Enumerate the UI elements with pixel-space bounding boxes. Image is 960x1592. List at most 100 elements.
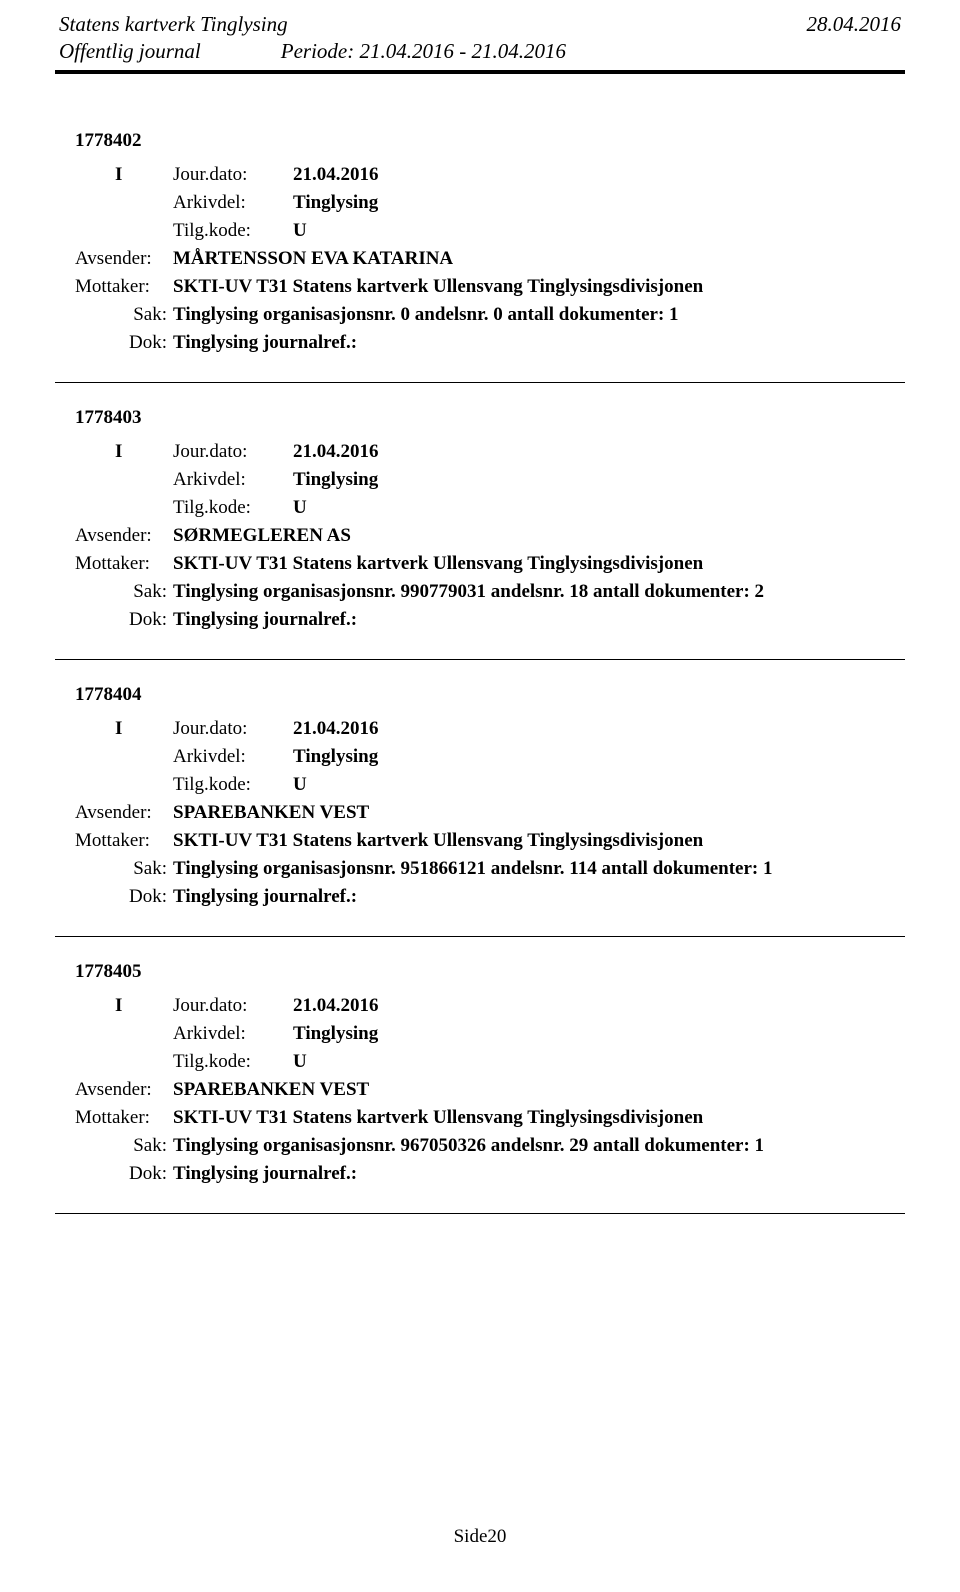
row-tilgkode: Tilg.kode: U [75,220,905,242]
row-mottaker: Mottaker: SKTI-UV T31 Statens kartverk U… [75,553,905,575]
arkivdel-label: Arkivdel: [173,192,293,214]
sak-value: Tinglysing organisasjonsnr. 951866121 an… [173,858,773,880]
entry-body: I Jour.dato: 21.04.2016 Arkivdel: Tingly… [75,152,905,354]
mottaker-value: SKTI-UV T31 Statens kartverk Ullensvang … [173,276,703,298]
jourdato-label: Jour.dato: [173,718,293,740]
io-indicator: I [115,164,173,186]
tilgkode-label: Tilg.kode: [173,497,293,519]
row-arkivdel: Arkivdel: Tinglysing [75,469,905,491]
entry-separator [55,659,905,660]
jourdato-value: 21.04.2016 [293,441,379,463]
sak-value: Tinglysing organisasjonsnr. 990779031 an… [173,581,764,603]
row-mottaker: Mottaker: SKTI-UV T31 Statens kartverk U… [75,830,905,852]
row-avsender: Avsender: MÅRTENSSON EVA KATARINA [75,248,905,270]
entry-separator [55,1213,905,1214]
row-avsender: Avsender: SPAREBANKEN VEST [75,802,905,824]
page-number: Side20 [454,1526,507,1547]
journal-entry: 1778405 I Jour.dato: 21.04.2016 Arkivdel… [55,961,905,1214]
jourdato-label: Jour.dato: [173,995,293,1017]
entry-id: 1778404 [75,684,905,706]
sak-label: Sak: [75,304,173,326]
tilgkode-value: U [293,220,307,242]
row-jourdato: I Jour.dato: 21.04.2016 [75,441,905,463]
header-org: Statens kartverk Tinglysing [59,12,288,37]
entry-id: 1778403 [75,407,905,429]
entry-id: 1778405 [75,961,905,983]
io-indicator: I [115,718,173,740]
dok-label: Dok: [75,1163,173,1185]
tilgkode-value: U [293,497,307,519]
tilgkode-label: Tilg.kode: [173,220,293,242]
row-sak: Sak: Tinglysing organisasjonsnr. 9907790… [75,581,905,603]
tilgkode-value: U [293,774,307,796]
dok-value: Tinglysing journalref.: [173,609,357,631]
jourdato-value: 21.04.2016 [293,164,379,186]
arkivdel-value: Tinglysing [293,1023,378,1045]
dok-value: Tinglysing journalref.: [173,332,357,354]
avsender-value: SØRMEGLEREN AS [173,525,351,547]
sak-label: Sak: [75,581,173,603]
jourdato-label: Jour.dato: [173,164,293,186]
header-periode: Periode: 21.04.2016 - 21.04.2016 [281,39,566,64]
page-footer: Side20 [0,1526,960,1548]
journal-entry: 1778404 I Jour.dato: 21.04.2016 Arkivdel… [55,684,905,937]
mottaker-label: Mottaker: [75,830,173,852]
header-row-1: Statens kartverk Tinglysing 28.04.2016 [55,12,905,37]
dok-label: Dok: [75,609,173,631]
avsender-label: Avsender: [75,248,173,270]
row-dok: Dok: Tinglysing journalref.: [75,1163,905,1185]
sak-value: Tinglysing organisasjonsnr. 967050326 an… [173,1135,764,1157]
row-avsender: Avsender: SPAREBANKEN VEST [75,1079,905,1101]
io-indicator: I [115,441,173,463]
row-sak: Sak: Tinglysing organisasjonsnr. 9670503… [75,1135,905,1157]
io-indicator: I [115,995,173,1017]
row-jourdato: I Jour.dato: 21.04.2016 [75,164,905,186]
jourdato-value: 21.04.2016 [293,718,379,740]
arkivdel-label: Arkivdel: [173,1023,293,1045]
tilgkode-label: Tilg.kode: [173,1051,293,1073]
row-arkivdel: Arkivdel: Tinglysing [75,746,905,768]
row-dok: Dok: Tinglysing journalref.: [75,886,905,908]
periode-value: 21.04.2016 - 21.04.2016 [359,39,566,63]
arkivdel-value: Tinglysing [293,746,378,768]
row-tilgkode: Tilg.kode: U [75,774,905,796]
entry-body: I Jour.dato: 21.04.2016 Arkivdel: Tingly… [75,983,905,1185]
mottaker-value: SKTI-UV T31 Statens kartverk Ullensvang … [173,553,703,575]
header-rule [55,70,905,74]
row-mottaker: Mottaker: SKTI-UV T31 Statens kartverk U… [75,1107,905,1129]
row-arkivdel: Arkivdel: Tinglysing [75,192,905,214]
row-mottaker: Mottaker: SKTI-UV T31 Statens kartverk U… [75,276,905,298]
entries-container: 1778402 I Jour.dato: 21.04.2016 Arkivdel… [55,130,905,1214]
mottaker-label: Mottaker: [75,276,173,298]
dok-label: Dok: [75,886,173,908]
row-arkivdel: Arkivdel: Tinglysing [75,1023,905,1045]
row-jourdato: I Jour.dato: 21.04.2016 [75,995,905,1017]
journal-entry: 1778403 I Jour.dato: 21.04.2016 Arkivdel… [55,407,905,660]
row-dok: Dok: Tinglysing journalref.: [75,609,905,631]
entry-separator [55,382,905,383]
periode-label: Periode: [281,39,354,63]
arkivdel-label: Arkivdel: [173,469,293,491]
sak-value: Tinglysing organisasjonsnr. 0 andelsnr. … [173,304,679,326]
avsender-label: Avsender: [75,1079,173,1101]
sak-label: Sak: [75,1135,173,1157]
journal-entry: 1778402 I Jour.dato: 21.04.2016 Arkivdel… [55,130,905,383]
header-date: 28.04.2016 [807,12,902,37]
sak-label: Sak: [75,858,173,880]
entry-body: I Jour.dato: 21.04.2016 Arkivdel: Tingly… [75,429,905,631]
row-avsender: Avsender: SØRMEGLEREN AS [75,525,905,547]
avsender-label: Avsender: [75,802,173,824]
jourdato-label: Jour.dato: [173,441,293,463]
avsender-value: SPAREBANKEN VEST [173,802,369,824]
row-jourdato: I Jour.dato: 21.04.2016 [75,718,905,740]
dok-value: Tinglysing journalref.: [173,886,357,908]
arkivdel-value: Tinglysing [293,192,378,214]
row-tilgkode: Tilg.kode: U [75,1051,905,1073]
arkivdel-label: Arkivdel: [173,746,293,768]
mottaker-label: Mottaker: [75,1107,173,1129]
entry-id: 1778402 [75,130,905,152]
row-sak: Sak: Tinglysing organisasjonsnr. 9518661… [75,858,905,880]
avsender-label: Avsender: [75,525,173,547]
jourdato-value: 21.04.2016 [293,995,379,1017]
row-tilgkode: Tilg.kode: U [75,497,905,519]
